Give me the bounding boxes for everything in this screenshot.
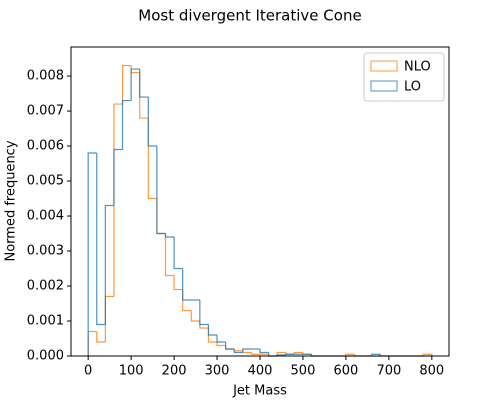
x-tick-label: 0 — [84, 364, 92, 379]
histogram-step — [139, 69, 149, 98]
chart-title: Most divergent Iterative Cone — [138, 7, 361, 25]
x-tick-label: 300 — [205, 364, 230, 379]
y-tick-label: 0.003 — [27, 244, 64, 259]
histogram-step — [96, 331, 106, 343]
histogram-step — [259, 349, 269, 354]
histogram-step — [156, 198, 166, 235]
plot-frame — [70, 46, 450, 357]
histogram-step — [113, 148, 123, 206]
histogram-step — [242, 348, 252, 353]
legend-swatch — [370, 80, 398, 92]
legend-box — [363, 52, 445, 102]
x-tick-label: 100 — [119, 364, 144, 379]
y-tick-label: 0.000 — [27, 349, 64, 364]
histogram-step — [121, 99, 132, 150]
histogram-step — [216, 335, 226, 343]
histogram-step — [87, 330, 97, 356]
x-tick-label: 500 — [291, 364, 316, 379]
histogram-step — [182, 268, 192, 301]
y-tick-label: 0.006 — [27, 139, 64, 154]
histogram-step — [156, 146, 166, 235]
histogram-step — [173, 275, 183, 291]
x-axis-label: Jet Mass — [232, 384, 287, 399]
histogram-step — [216, 342, 226, 347]
x-tick-label: 200 — [162, 364, 187, 379]
x-tick-label: 800 — [419, 364, 444, 379]
y-tick-label: 0.004 — [27, 209, 64, 224]
histogram-step — [121, 64, 132, 105]
histogram-step — [250, 352, 260, 355]
histogram-step — [104, 204, 114, 325]
histogram-step — [422, 353, 433, 356]
histogram-step — [285, 353, 295, 355]
histogram-step — [104, 295, 114, 343]
histogram-step — [87, 152, 97, 356]
histogram-step — [207, 324, 218, 336]
histogram-step — [190, 310, 200, 322]
legend-label: LO — [404, 80, 421, 95]
histogram-step — [233, 349, 243, 354]
histogram-step — [130, 68, 140, 101]
histogram-step — [371, 353, 381, 356]
x-tick-label: 400 — [248, 364, 273, 379]
histogram-step — [164, 233, 175, 277]
histogram-step — [147, 97, 157, 147]
y-tick-label: 0.008 — [27, 69, 64, 84]
histogram-step — [147, 118, 157, 200]
y-tick-label: 0.001 — [27, 314, 64, 329]
legend-label: NLO — [404, 60, 431, 75]
histogram-step — [164, 233, 175, 238]
y-tick-label: 0.002 — [27, 279, 64, 294]
legend-swatch — [370, 60, 398, 72]
histogram-step — [233, 349, 243, 352]
histogram-step — [139, 72, 149, 119]
histogram-step — [225, 342, 235, 350]
histogram-step — [242, 350, 252, 354]
y-tick-label: 0.007 — [27, 104, 64, 119]
histogram-step — [173, 237, 183, 270]
x-tick-label: 700 — [376, 364, 401, 379]
histogram-step — [267, 352, 278, 357]
histogram-step — [199, 300, 209, 326]
histogram-step — [113, 103, 123, 297]
histogram-step — [96, 153, 106, 326]
y-tick-label: 0.005 — [27, 174, 64, 189]
x-tick-label: 600 — [333, 364, 358, 379]
y-axis-label: Normed frequency — [4, 140, 19, 261]
